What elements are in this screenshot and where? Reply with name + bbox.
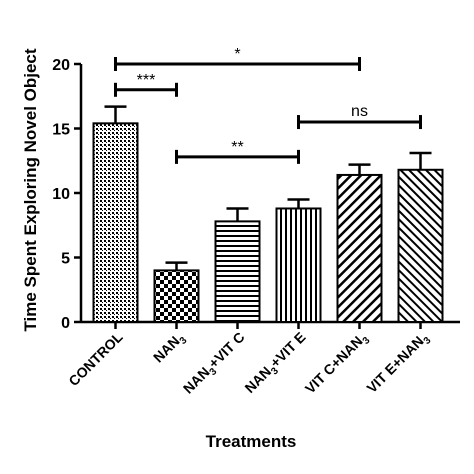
bar: [275, 207, 322, 323]
y-tick-label: 10: [52, 186, 70, 203]
y-axis-title: Time Spent Exploring Novel Object: [21, 48, 40, 331]
x-tick-label: NAN3+VIT E: [241, 329, 311, 399]
x-axis-title: Treatments: [206, 432, 297, 451]
bar: [397, 168, 444, 323]
y-tick-label: 20: [52, 57, 70, 74]
significance-label: **: [231, 139, 243, 156]
bar: [336, 173, 383, 323]
x-tick-label: VIT E+NAN3: [363, 328, 433, 398]
significance-label: ns: [351, 103, 368, 120]
y-tick-label: 15: [52, 122, 70, 139]
x-tick-label: NAN3+VIT C: [180, 329, 251, 400]
x-tick-label: NAN3: [150, 328, 190, 368]
significance-label: *: [234, 46, 240, 63]
bar: [92, 122, 139, 323]
y-tick-label: 0: [61, 315, 70, 332]
significance-label: ***: [137, 72, 156, 89]
y-tick-label: 5: [61, 251, 70, 268]
bar: [153, 269, 200, 323]
x-tick-label: CONTROL: [65, 328, 126, 389]
x-tick-label: VIT C+NAN3: [302, 328, 373, 399]
bar: [214, 220, 261, 324]
